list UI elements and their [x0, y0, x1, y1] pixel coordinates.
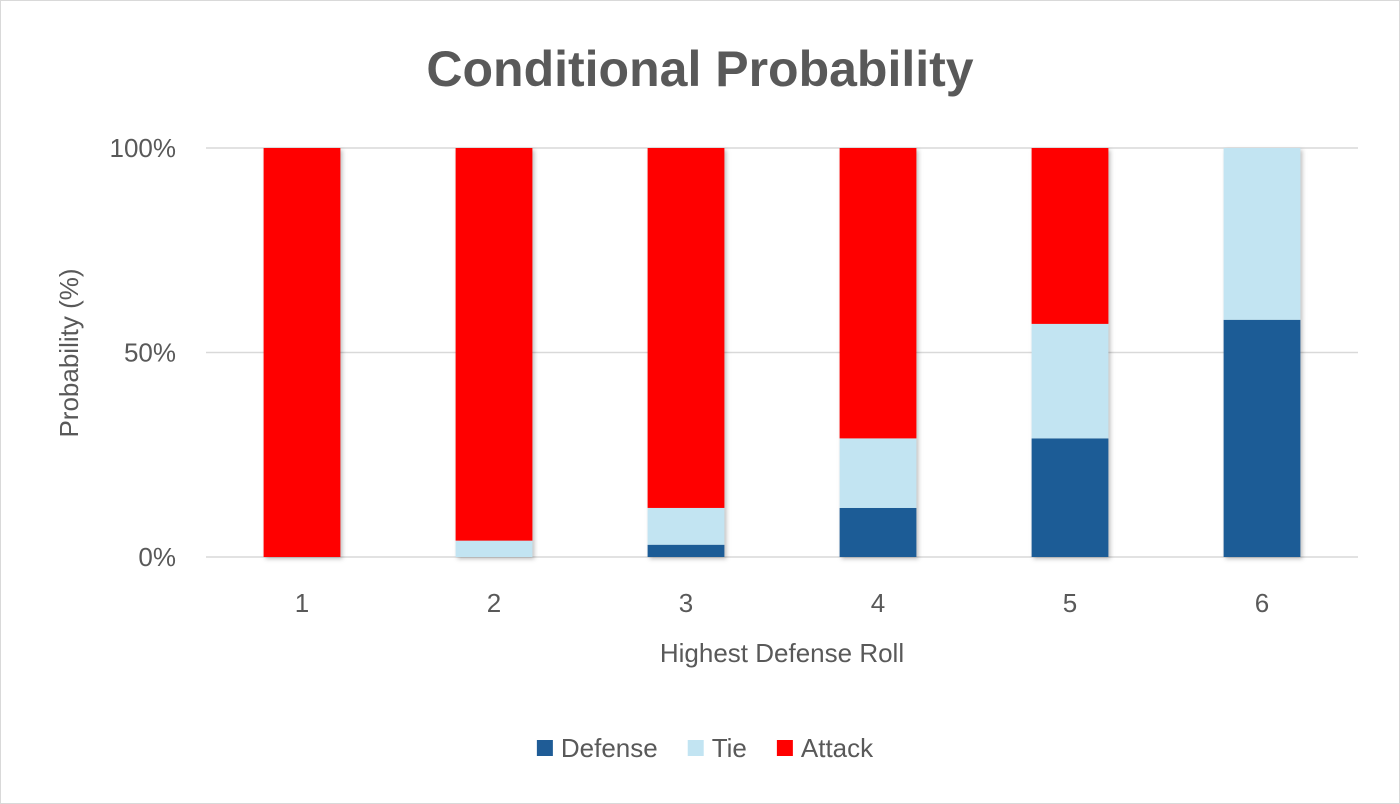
x-tick-label: 2: [487, 588, 501, 618]
y-axis-title: Probability (%): [54, 268, 84, 437]
legend-swatch: [536, 740, 553, 756]
gridlines: [206, 147, 1358, 558]
x-tick-label: 1: [295, 588, 309, 618]
bar-attack-5: [1031, 148, 1109, 324]
bar-attack-4: [839, 148, 917, 439]
bar-tie-3: [647, 507, 725, 545]
bar-tie-5: [1031, 323, 1109, 439]
y-tick-label: 50%: [124, 338, 176, 368]
legend-swatch: [687, 740, 704, 756]
legend-item-attack: Attack: [776, 733, 874, 763]
legend-label: Defense: [561, 733, 658, 763]
bar-attack-2: [455, 148, 533, 541]
x-axis-title: Highest Defense Roll: [660, 638, 904, 668]
y-tick-label: 100%: [110, 133, 177, 163]
x-axis-tick-labels: 1 2 3 4 5 6: [295, 588, 1269, 618]
legend-label: Attack: [801, 733, 874, 763]
bar-stack-1: [263, 148, 341, 557]
bar-tie-6: [1223, 148, 1301, 320]
bar-defense-4: [839, 507, 917, 557]
bar-attack-3: [647, 148, 725, 508]
x-tick-label: 5: [1063, 588, 1077, 618]
legend-label: Tie: [712, 733, 747, 763]
bar-stack-5: [1031, 148, 1109, 557]
chart-title: Conditional Probability: [426, 41, 973, 97]
bar-stack-4: [839, 148, 917, 557]
y-tick-label: 0%: [138, 542, 176, 572]
x-tick-label: 3: [679, 588, 693, 618]
bar-defense-3: [647, 544, 725, 557]
legend-swatch: [776, 740, 793, 756]
bar-defense-5: [1031, 438, 1109, 557]
bar-stack-2: [455, 148, 533, 557]
bar-tie-4: [839, 438, 917, 508]
x-tick-label: 6: [1255, 588, 1269, 618]
bar-stack-6: [1223, 148, 1301, 557]
bar-tie-2: [455, 540, 533, 557]
y-axis-tick-labels: 0% 50% 100%: [110, 133, 177, 572]
legend-item-tie: Tie: [687, 733, 747, 763]
bar-attack-1: [263, 148, 341, 557]
bar-defense-6: [1223, 319, 1301, 557]
legend: Defense Tie Attack: [536, 733, 874, 763]
x-tick-label: 4: [871, 588, 885, 618]
legend-item-defense: Defense: [536, 733, 658, 763]
bars: [263, 148, 1301, 557]
bar-stack-3: [647, 148, 725, 557]
